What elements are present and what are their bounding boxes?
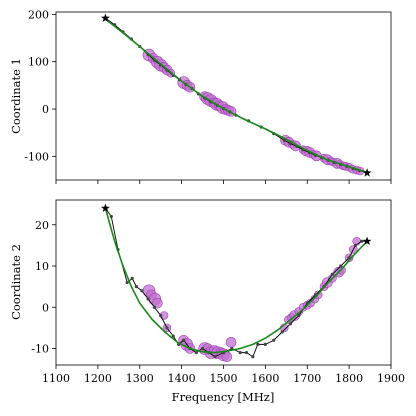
y-axis-label: Coordinate 1 [9,58,23,134]
line-marker [140,289,144,293]
y-tick-label: 100 [28,56,49,69]
y-tick-label: 0 [42,301,49,314]
x-tick-label: 1500 [210,372,238,385]
y-tick-label: 200 [28,8,49,21]
x-tick-label: 1700 [293,372,321,385]
endpoint-star [362,236,372,245]
line-marker [159,313,163,318]
line-marker [171,334,175,338]
series-group [101,13,372,177]
line-marker [330,272,334,276]
line-marker [109,214,113,219]
chart-panel-coordinate-1: -100 0 100 200 Coordinate 1 [9,8,392,184]
fit-line [104,18,368,174]
line-marker [165,326,169,330]
line-marker [272,338,276,342]
x-axis-label: Frequency [MHz] [172,390,275,404]
endpoint-star [362,168,372,177]
y-tick-label: -100 [24,150,49,163]
line-marker [134,285,138,289]
tick-group: -100 0 100 200 [24,8,392,184]
line-marker [194,351,198,355]
line-marker [200,346,205,351]
line-marker [244,351,249,355]
x-tick-label: 1200 [84,372,112,385]
x-tick-label: 1400 [168,372,196,385]
line-marker [125,280,129,285]
data-line [105,17,368,174]
data-point [225,337,237,348]
line-marker [152,305,157,309]
line-marker [238,351,242,355]
chart-panel-coordinate-2: -10 0 10 20 1100 1200 1300 1400 1500 1600 1700 1800… [9,199,405,404]
y-tick-label: -10 [31,343,49,356]
line-marker [339,264,343,268]
y-tick-label: 10 [35,260,49,273]
line-marker [263,342,267,346]
x-tick-label: 1800 [335,372,363,385]
line-marker [353,243,358,247]
line-marker [288,322,293,326]
x-tick-label: 1900 [377,372,405,385]
line-marker [256,342,260,346]
line-marker [360,239,364,243]
plot-frame [55,199,392,366]
line-marker [251,355,255,359]
tick-group: -10 0 10 20 1100 1200 1300 1400 1500 1600 1700 1800… [31,219,405,385]
x-tick-label: 1600 [251,372,279,385]
endpoint-star [101,13,110,22]
line-marker [297,313,301,318]
y-axis-label: Coordinate 2 [9,244,23,320]
x-tick-label: 1100 [42,372,70,385]
line-marker [130,276,134,280]
x-tick-label: 1300 [126,372,154,385]
endpoint-star [101,203,110,212]
line-marker [280,330,284,334]
y-tick-label: 20 [35,219,49,232]
fit-line [104,208,368,354]
line-marker [182,338,186,342]
plot-frame [55,11,392,181]
line-marker [213,355,217,359]
y-tick-label: 0 [42,103,49,116]
data-point [152,297,163,309]
series-group [101,203,372,363]
line-marker [146,297,150,301]
